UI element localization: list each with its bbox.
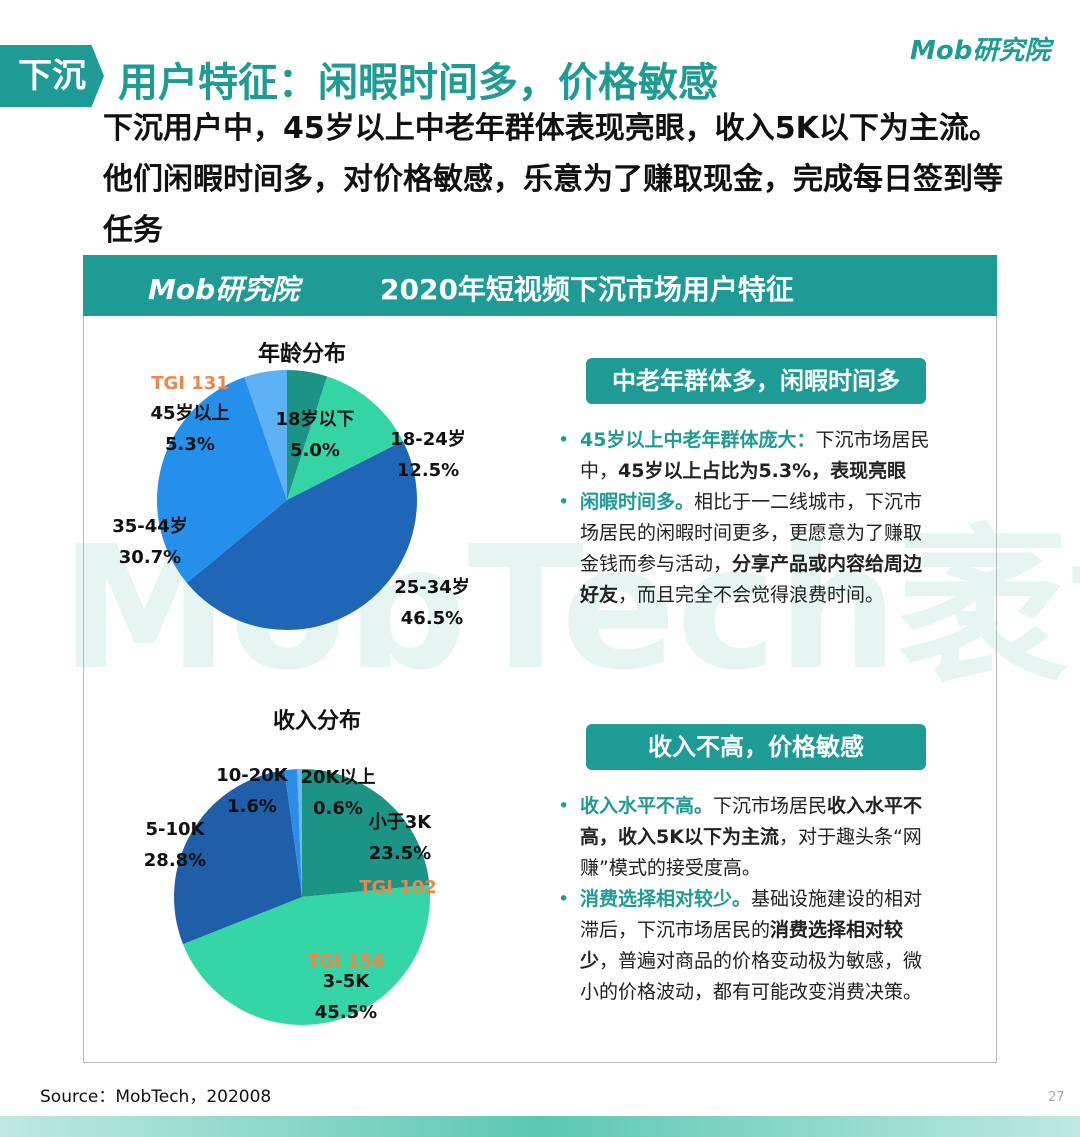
chart-title: 年龄分布 — [258, 341, 346, 367]
bullet-text: 相比于一二线城市，下沉市场居民的闲暇时间更多，更愿意为了赚取金钱而参与活动， — [580, 491, 923, 575]
slice-value: 0.6% — [313, 798, 363, 819]
bullet: 闲暇时间多。相比于一二线城市，下沉市场居民的闲暇时间更多，更愿意为了赚取金钱而参… — [558, 487, 930, 611]
chart-title: 收入分布 — [273, 708, 361, 734]
pie-slice — [287, 376, 403, 500]
panel-banner — [83, 255, 997, 316]
section-tag: 下沉 — [0, 45, 104, 107]
footer-strip — [0, 1116, 1080, 1137]
annotation: TGI 102 — [359, 877, 437, 898]
pie-slice — [173, 770, 302, 945]
panel-title: 2020年短视频下沉市场用户特征 — [380, 273, 794, 306]
bullet: 45岁以上中老年群体庞大：下沉市场居民中，45岁以上占比为5.3%，表现亮眼 — [558, 425, 930, 487]
bullet: 收入水平不高。下沉市场居民收入水平不高，收入5K以下为主流，对于趣头条“网赚”模… — [558, 791, 930, 884]
bullet-text: 收入水平不高，收入5K以下为主流 — [580, 795, 923, 848]
slice-label: 18岁以下 — [275, 408, 354, 430]
slice-label: 20K以上 — [301, 767, 376, 788]
pie-slice — [244, 370, 287, 500]
banner-logo: Mob研究院 — [148, 273, 300, 306]
bullet-lead: 45岁以上中老年群体庞大： — [580, 429, 816, 451]
bullet-lead: 闲暇时间多。 — [580, 491, 695, 513]
pie-slice — [284, 769, 302, 897]
bullet-text: 45岁以上占比为5.3%，表现亮眼 — [618, 460, 907, 482]
pie-slice — [302, 769, 430, 897]
slice-label: 小于3K — [369, 812, 433, 833]
slice-label: 5-10K — [146, 819, 206, 840]
bullet-lead: 消费选择相对较少。 — [580, 888, 752, 910]
pie-slice — [287, 370, 328, 500]
annotation: TGI 131 — [151, 373, 229, 394]
bullet-text: 分享产品或内容给周边好友 — [580, 553, 923, 606]
slice-value: 30.7% — [119, 547, 181, 568]
slice-value: 5.0% — [290, 440, 340, 461]
pie-slice — [297, 769, 302, 897]
slice-value: 23.5% — [369, 843, 431, 864]
slice-value: 1.6% — [227, 796, 277, 817]
slice-value: 5.3% — [165, 434, 215, 455]
slice-value: 45.5% — [315, 1002, 377, 1023]
source: Source：MobTech，202008 — [40, 1087, 272, 1107]
bullet-lead: 收入水平不高。 — [580, 795, 714, 817]
slice-label: 35-44岁 — [112, 515, 188, 537]
bullet-list: 收入水平不高。下沉市场居民收入水平不高，收入5K以下为主流，对于趣头条“网赚”模… — [558, 791, 930, 1008]
slice-value: 46.5% — [401, 608, 463, 629]
insight-heading: 收入不高，价格敏感 — [586, 724, 926, 770]
insight-heading: 中老年群体多，闲暇时间多 — [586, 358, 926, 404]
bullet-text: ，普遍对商品的价格变动极为敏感，微小的价格波动，都有可能改变消费决策。 — [580, 950, 923, 1003]
summary: 下沉用户中，45岁以上中老年群体表现亮眼，收入5K以下为主流。他们闲暇时间多，对… — [103, 111, 1003, 248]
slice-label: 3-5K — [323, 971, 371, 992]
slice-label: 18-24岁 — [390, 428, 466, 450]
slice-label: 45岁以上 — [150, 402, 229, 424]
slice-label: 10-20K — [216, 765, 289, 786]
slice-value: 28.8% — [144, 850, 206, 871]
bullet-text: 下沉市场居民中， — [580, 429, 930, 482]
bullet-list: 45岁以上中老年群体庞大：下沉市场居民中，45岁以上占比为5.3%，表现亮眼闲暇… — [558, 425, 930, 611]
pie-slice — [182, 884, 430, 1025]
page-number: 27 — [1048, 1090, 1065, 1105]
pie-slice — [157, 377, 287, 583]
slide-title: 用户特征：闲暇时间多，价格敏感 — [118, 60, 718, 106]
bullet-text: 下沉市场居民 — [713, 795, 828, 817]
pie-slice — [186, 440, 417, 630]
bullet-text: ，对于趣头条“网赚”模式的接受度高。 — [580, 826, 922, 879]
slice-label: 25-34岁 — [394, 576, 470, 598]
bullet-text: ，而且完全不会觉得浪费时间。 — [618, 584, 885, 606]
bullet-text: 基础设施建设的相对滞后，下沉市场居民的 — [580, 888, 923, 941]
slice-value: 12.5% — [397, 460, 459, 481]
bullet-text: 消费选择相对较少 — [580, 919, 904, 972]
logo: Mob研究院 — [910, 36, 1051, 66]
bullet: 消费选择相对较少。基础设施建设的相对滞后，下沉市场居民的消费选择相对较少，普遍对… — [558, 884, 930, 1008]
annotation: TGI 156 — [307, 951, 385, 972]
